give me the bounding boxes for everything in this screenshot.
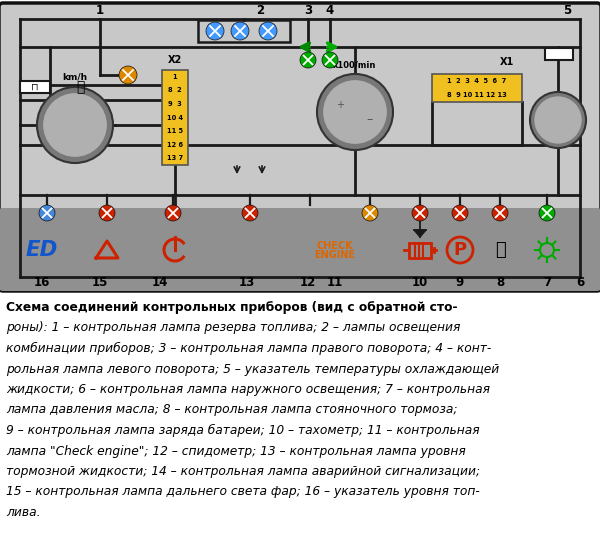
Text: 14: 14 xyxy=(152,276,168,289)
Text: 8  9 10 11 12 13: 8 9 10 11 12 13 xyxy=(447,92,507,98)
Circle shape xyxy=(530,92,586,148)
Text: 16: 16 xyxy=(34,276,50,289)
Text: 13: 13 xyxy=(239,276,255,289)
Text: 15: 15 xyxy=(92,276,108,289)
Text: CHECK: CHECK xyxy=(317,241,353,251)
Text: 6: 6 xyxy=(576,276,584,289)
Text: лампа давления масла; 8 – контрольная лампа стояночного тормоза;: лампа давления масла; 8 – контрольная ла… xyxy=(6,403,458,416)
Text: жидкости; 6 – контрольная лампа наружного освещения; 7 – контрольная: жидкости; 6 – контрольная лампа наружног… xyxy=(6,383,490,396)
Polygon shape xyxy=(414,230,426,237)
Text: 9 – контрольная лампа заряда батареи; 10 – тахометр; 11 – контрольная: 9 – контрольная лампа заряда батареи; 10… xyxy=(6,424,479,437)
Text: лампа "Check engine"; 12 – спидометр; 13 – контрольная лампа уровня: лампа "Check engine"; 12 – спидометр; 13… xyxy=(6,445,466,458)
Text: 13 7: 13 7 xyxy=(167,155,183,161)
Circle shape xyxy=(37,87,113,163)
Text: рольная лампа левого поворота; 5 – указатель температуры охлаждающей: рольная лампа левого поворота; 5 – указа… xyxy=(6,363,499,376)
Circle shape xyxy=(119,66,137,84)
Text: комбинации приборов; 3 – контрольная лампа правого поворота; 4 – конт-: комбинации приборов; 3 – контрольная лам… xyxy=(6,342,491,355)
FancyBboxPatch shape xyxy=(0,3,600,291)
Text: 1: 1 xyxy=(173,74,178,80)
Bar xyxy=(545,48,573,60)
Circle shape xyxy=(539,205,555,221)
Text: 8  2: 8 2 xyxy=(168,87,182,93)
Text: 9: 9 xyxy=(456,276,464,289)
Circle shape xyxy=(300,52,316,68)
Text: 12: 12 xyxy=(300,276,316,289)
Text: тормозной жидкости; 14 – контрольная лампа аварийной сигнализации;: тормозной жидкости; 14 – контрольная лам… xyxy=(6,465,480,478)
Circle shape xyxy=(412,205,428,221)
Circle shape xyxy=(165,205,181,221)
Text: 7: 7 xyxy=(543,276,551,289)
Circle shape xyxy=(242,205,258,221)
Circle shape xyxy=(99,205,115,221)
Circle shape xyxy=(492,205,508,221)
Text: –: – xyxy=(367,113,373,127)
Text: 1  2  3  4  5  6  7: 1 2 3 4 5 6 7 xyxy=(448,78,506,84)
Text: 2: 2 xyxy=(256,3,264,16)
Text: лива.: лива. xyxy=(6,506,41,519)
Bar xyxy=(198,20,290,42)
Text: x100/min: x100/min xyxy=(334,61,377,70)
Text: 4: 4 xyxy=(326,3,334,16)
FancyBboxPatch shape xyxy=(0,208,600,291)
Circle shape xyxy=(231,22,249,40)
Circle shape xyxy=(259,22,277,40)
Circle shape xyxy=(44,94,106,156)
Text: 10: 10 xyxy=(412,276,428,289)
Circle shape xyxy=(535,97,581,143)
Circle shape xyxy=(324,81,386,143)
Text: 9  3: 9 3 xyxy=(168,101,182,107)
Text: 3: 3 xyxy=(304,3,312,16)
Bar xyxy=(20,81,50,93)
Circle shape xyxy=(206,22,224,40)
Text: роны): 1 – контрольная лампа резерва топлива; 2 – лампы освещения: роны): 1 – контрольная лампа резерва топ… xyxy=(6,321,460,334)
Text: X2: X2 xyxy=(168,55,182,65)
Text: ЕD: ЕD xyxy=(26,240,58,260)
Circle shape xyxy=(39,205,55,221)
Text: 11 5: 11 5 xyxy=(167,128,183,134)
Bar xyxy=(432,74,522,102)
Text: ⊓: ⊓ xyxy=(31,82,39,92)
Circle shape xyxy=(452,205,468,221)
Text: P: P xyxy=(454,241,467,259)
Text: km/h: km/h xyxy=(62,73,88,82)
Text: 15 – контрольная лампа дальнего света фар; 16 – указатель уровня топ-: 15 – контрольная лампа дальнего света фа… xyxy=(6,485,480,498)
Bar xyxy=(162,70,188,165)
Circle shape xyxy=(317,74,393,150)
Text: X1: X1 xyxy=(500,57,514,67)
Bar xyxy=(409,243,431,257)
Text: 11: 11 xyxy=(327,276,343,289)
Text: 5: 5 xyxy=(563,3,571,16)
Circle shape xyxy=(322,52,338,68)
Text: ENGINE: ENGINE xyxy=(314,250,355,260)
Text: 🛢: 🛢 xyxy=(494,241,505,259)
Text: Схема соединений контрольных приборов (вид с обратной сто-: Схема соединений контрольных приборов (в… xyxy=(6,301,458,314)
Text: +: + xyxy=(336,100,344,110)
Text: 1: 1 xyxy=(96,3,104,16)
Text: 10 4: 10 4 xyxy=(167,115,183,121)
Text: 12 6: 12 6 xyxy=(167,142,183,148)
Text: ⛽: ⛽ xyxy=(76,80,84,94)
Circle shape xyxy=(362,205,378,221)
Text: 8: 8 xyxy=(496,276,504,289)
